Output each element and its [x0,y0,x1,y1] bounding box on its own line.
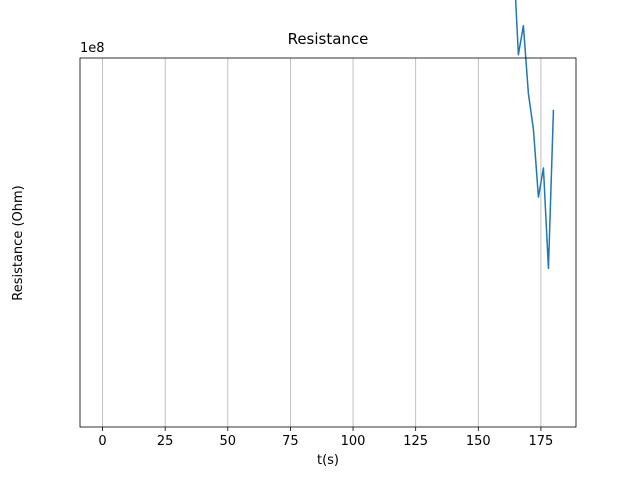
x-tick-label: 150 [466,434,491,449]
x-tick-label: 125 [403,434,428,449]
x-tick-label: 175 [529,434,554,449]
x-tick-label: 75 [282,434,299,449]
x-tick-label: 100 [341,434,366,449]
chart-title: Resistance [288,30,369,48]
x-tick-label: 0 [98,434,106,449]
y-offset-label: 1e8 [80,41,105,56]
x-tick-label: 25 [157,434,174,449]
x-tick-label: 50 [220,434,237,449]
y-axis-label: Resistance (Ohm) [11,185,26,300]
x-axis-label: t(s) [317,453,339,468]
plot-frame [79,57,577,428]
